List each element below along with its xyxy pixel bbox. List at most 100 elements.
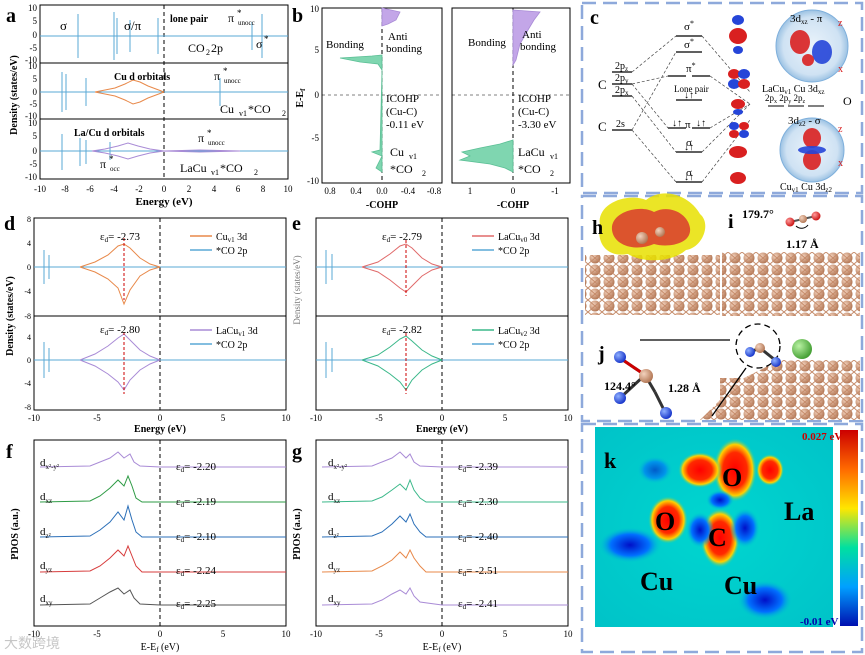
panel-i-co2 — [785, 211, 821, 229]
svg-text:-10: -10 — [310, 413, 322, 423]
svg-text:O: O — [655, 507, 675, 536]
panel-a-xticks: -10 -8 -6 -4 -2 0 2 4 6 8 10 — [34, 184, 293, 194]
svg-text:0: 0 — [33, 87, 38, 97]
svg-text:εd= -2.51: εd= -2.51 — [458, 565, 498, 578]
svg-text:E-Ef (eV): E-Ef (eV) — [423, 642, 462, 654]
svg-text:-COHP: -COHP — [366, 200, 398, 211]
panel-k-contours — [598, 438, 793, 620]
svg-text:0: 0 — [440, 629, 445, 639]
svg-text:εd= -2.10: εd= -2.10 — [176, 531, 216, 544]
svg-text:↓↑: ↓↑ — [684, 142, 694, 153]
svg-text:0: 0 — [27, 356, 31, 365]
svg-text:-0.11 eV: -0.11 eV — [386, 119, 424, 131]
svg-text:0.4: 0.4 — [350, 186, 362, 196]
svg-text:σ: σ — [256, 37, 263, 51]
panel-frames — [580, 1, 864, 654]
svg-text:*CO 2p: *CO 2p — [216, 246, 247, 257]
svg-text:-5: -5 — [312, 133, 320, 143]
panel-j-label: j — [597, 343, 605, 365]
svg-text:Density (states/eV): Density (states/eV) — [292, 255, 302, 324]
svg-text:σ*: σ* — [684, 37, 694, 51]
svg-text:Anti: Anti — [388, 31, 408, 43]
panel-a-bot-spectrum — [40, 134, 288, 170]
panel-f: f dx²-y² εd= -2.20 dxz εd= -2.19 dz² εd=… — [6, 439, 291, 654]
svg-text:4: 4 — [27, 239, 31, 248]
svg-text:179.7°: 179.7° — [742, 207, 774, 221]
svg-text:dz²: dz² — [40, 526, 51, 540]
svg-text:ICOHP: ICOHP — [518, 93, 551, 105]
svg-text:3dz2 - σ: 3dz2 - σ — [788, 115, 821, 128]
svg-text:*CO: *CO — [248, 102, 271, 116]
panel-d-label: d — [4, 213, 15, 235]
svg-text:O: O — [722, 463, 742, 492]
svg-text:-3.30 eV: -3.30 eV — [518, 119, 557, 131]
svg-text:σ/π: σ/π — [124, 18, 142, 33]
svg-text:La: La — [784, 497, 814, 526]
panel-f-label: f — [6, 441, 13, 463]
svg-text:εd= -2.82: εd= -2.82 — [382, 324, 422, 337]
svg-text:ICOHP: ICOHP — [386, 93, 419, 105]
svg-text:124.4°: 124.4° — [604, 379, 636, 393]
svg-text:Energy (eV): Energy (eV) — [416, 424, 468, 435]
panel-c-orbital-lobes — [728, 15, 750, 184]
svg-text:0: 0 — [158, 629, 163, 639]
svg-text:π*: π* — [686, 61, 696, 75]
svg-text:0.027 eV: 0.027 eV — [802, 431, 842, 443]
svg-text:v1: v1 — [211, 168, 219, 177]
svg-text:5: 5 — [33, 74, 38, 84]
panel-b: b Bonding Anti bonding ICOHP (Cu-C) -0.1… — [292, 4, 571, 211]
svg-text:↓↑: ↓↑ — [684, 172, 694, 183]
svg-text:2px 2py 2pz: 2px 2py 2pz — [765, 93, 806, 105]
svg-text:10: 10 — [28, 61, 38, 71]
svg-text:Cu: Cu — [390, 145, 404, 159]
panel-c-sphere-top-lobes — [790, 30, 832, 66]
panel-a-ylabel: Density (states/eV) — [9, 55, 20, 135]
svg-text:↓↑: ↓↑ — [696, 118, 706, 129]
svg-text:10: 10 — [282, 413, 292, 423]
panel-k: O O C La Cu Cu k 0.027 eV -0.01 eV — [595, 427, 858, 628]
panel-a-mid-yticks: 10 5 0 -5 -10 — [25, 61, 38, 121]
svg-text:PDOS (a.u.): PDOS (a.u.) — [10, 508, 21, 559]
svg-text:↓↑: ↓↑ — [672, 118, 682, 129]
panel-k-label: k — [604, 448, 617, 473]
svg-text:0.8: 0.8 — [324, 186, 336, 196]
svg-text:dx²-y²: dx²-y² — [40, 457, 59, 471]
panel-i-label: i — [728, 211, 734, 233]
svg-text:5: 5 — [221, 413, 226, 423]
svg-text:LaCuv0 3d: LaCuv0 3d — [498, 232, 540, 244]
svg-text:*CO: *CO — [390, 162, 413, 176]
svg-text:*CO: *CO — [220, 161, 243, 175]
svg-text:-5: -5 — [30, 43, 38, 53]
panel-k-colorbar — [840, 430, 858, 626]
panel-c-label: c — [590, 7, 599, 29]
svg-text:-8: -8 — [24, 403, 31, 412]
svg-text:5: 5 — [503, 413, 508, 423]
svg-text:-10: -10 — [28, 413, 40, 423]
svg-text:-10: -10 — [34, 184, 46, 194]
svg-text:10: 10 — [282, 629, 292, 639]
panel-b-yticks: 10 5 0 -5 -10 — [307, 4, 320, 186]
svg-text:La/Cu d orbitals: La/Cu d orbitals — [74, 128, 145, 139]
svg-text:-8: -8 — [61, 184, 69, 194]
svg-text:-10: -10 — [25, 172, 37, 182]
svg-text:-10: -10 — [25, 111, 37, 121]
svg-text:-6: -6 — [86, 184, 94, 194]
svg-text:2: 2 — [550, 169, 554, 178]
svg-text:bonding: bonding — [520, 41, 557, 53]
svg-text:LaCu: LaCu — [518, 145, 545, 159]
panel-e-label: e — [292, 213, 301, 235]
svg-text:10: 10 — [564, 413, 574, 423]
svg-text:2: 2 — [254, 168, 258, 177]
svg-text:*CO 2p: *CO 2p — [498, 340, 529, 351]
svg-text:*: * — [207, 128, 212, 138]
svg-text:5: 5 — [503, 629, 508, 639]
svg-text:-10: -10 — [25, 55, 37, 65]
svg-text:π: π — [214, 69, 220, 83]
panel-b-right-bonding — [458, 139, 514, 173]
svg-text:unocc: unocc — [224, 77, 241, 85]
svg-text:5: 5 — [33, 16, 38, 26]
svg-text:occ: occ — [110, 165, 120, 173]
svg-text:dxy: dxy — [40, 593, 53, 607]
panel-f-xticks: -10 -5 0 5 10 — [28, 629, 291, 639]
